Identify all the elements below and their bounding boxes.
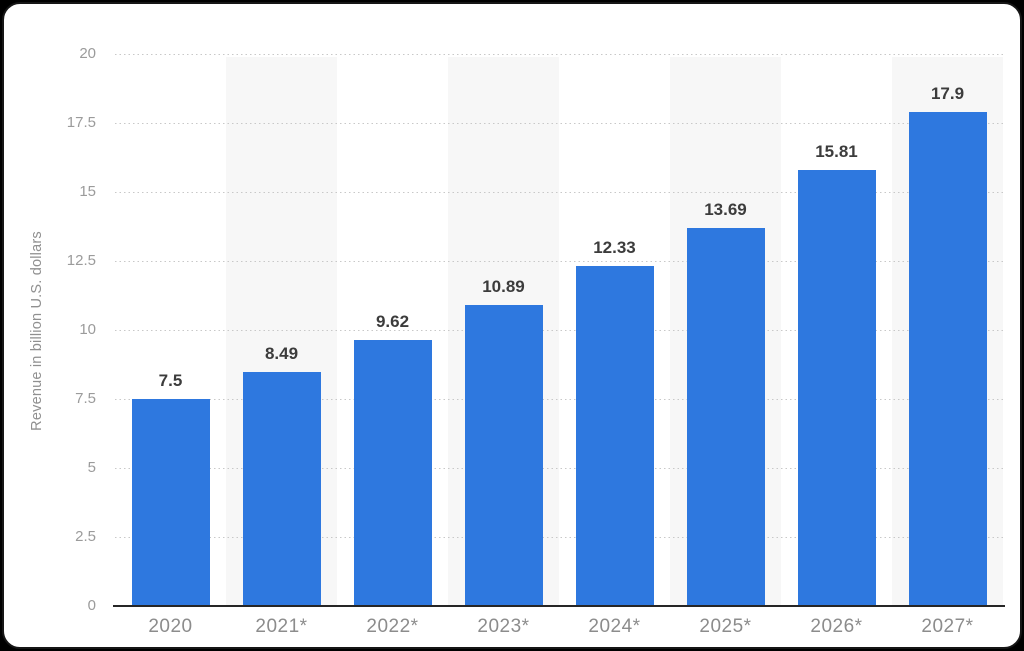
gridline-10 <box>115 330 1003 331</box>
gridline-2.5 <box>115 537 1003 538</box>
x-axis-label-2025: 2025* <box>699 616 752 637</box>
x-axis-label-2020: 2020 <box>148 616 193 637</box>
y-tick-label-20: 20 <box>79 45 96 62</box>
value-label-2025: 13.69 <box>704 200 747 220</box>
gridline-7.5 <box>115 399 1003 400</box>
x-axis-label-2022: 2022* <box>366 616 419 637</box>
bar-2027[interactable] <box>908 111 987 606</box>
x-axis-label-2021: 2021* <box>255 616 308 637</box>
y-tick-label-15: 15 <box>79 183 96 200</box>
gridline-12.5 <box>115 261 1003 262</box>
value-label-2027: 17.9 <box>930 83 965 103</box>
x-axis-label-2023: 2023* <box>477 616 530 637</box>
y-tick-label-5: 5 <box>87 459 96 476</box>
y-tick-label-0: 0 <box>87 597 96 614</box>
bar-2024[interactable] <box>575 265 654 606</box>
y-tick-label-7.5: 7.5 <box>75 390 96 407</box>
gridline-5 <box>115 468 1003 469</box>
value-label-2020: 7.5 <box>158 371 183 390</box>
bar-2020[interactable] <box>131 399 210 606</box>
x-axis-label-2026: 2026* <box>810 616 863 637</box>
bar-2025[interactable] <box>686 228 765 606</box>
y-tick-label-2.5: 2.5 <box>75 528 96 545</box>
y-tick-label-12.5: 12.5 <box>66 252 96 269</box>
gridline-15 <box>115 192 1003 193</box>
value-label-2024: 12.33 <box>593 237 636 257</box>
bar-2021[interactable] <box>242 371 321 606</box>
y-tick-label-17.5: 17.5 <box>66 114 96 131</box>
value-label-2022: 9.62 <box>375 312 410 332</box>
x-axis-label-2027: 2027* <box>921 616 974 637</box>
gridline-20 <box>115 54 1003 55</box>
x-axis-label-2024: 2024* <box>588 616 641 637</box>
gridline-17.5 <box>115 123 1003 124</box>
value-label-2023: 10.89 <box>482 277 525 297</box>
y-tick-label-10: 10 <box>79 321 96 338</box>
x-axis-line <box>113 605 1005 607</box>
value-label-2026: 15.81 <box>815 141 858 161</box>
value-label-2021: 8.49 <box>264 343 299 363</box>
bar-2023[interactable] <box>464 305 543 606</box>
bar-2026[interactable] <box>797 169 876 606</box>
bar-2022[interactable] <box>353 340 432 606</box>
